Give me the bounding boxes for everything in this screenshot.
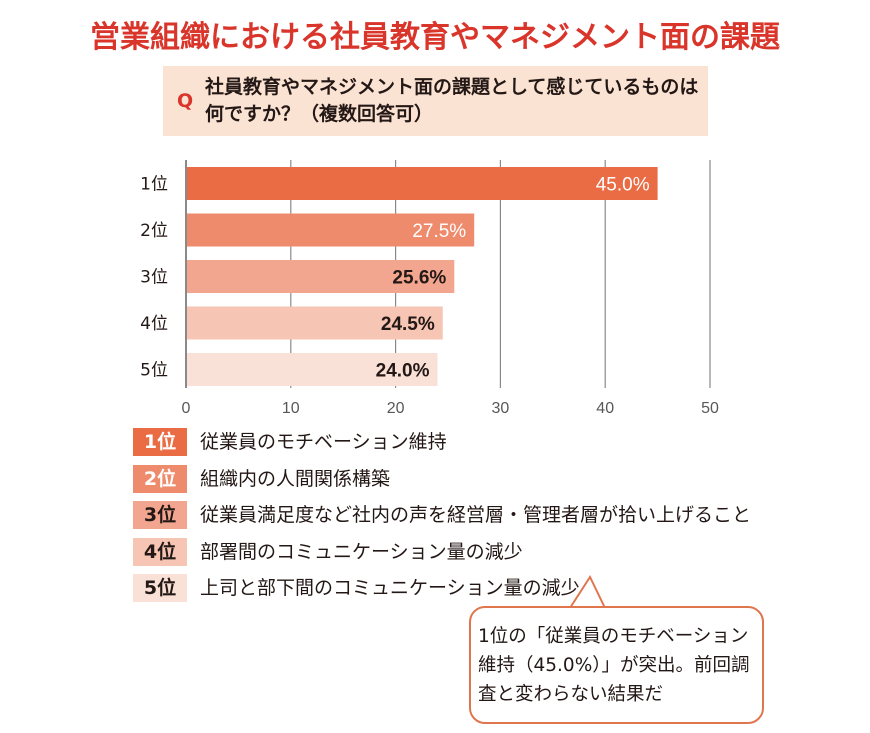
x-tick-label: 0 bbox=[182, 400, 191, 417]
rank-badge: 4位 bbox=[133, 537, 187, 566]
callout-text: 1位の「従業員のモチベーション 維持（45.0%）」が突出。前回調 査と変わらな… bbox=[478, 622, 758, 709]
value-label: 24.0% bbox=[376, 361, 430, 382]
x-tick-label: 50 bbox=[701, 400, 719, 417]
question-box: Q 社員教育やマネジメント面の課題として感じているものは 何ですか？（複数回答可… bbox=[163, 66, 708, 136]
x-tick-label: 30 bbox=[492, 400, 510, 417]
rank-badge: 1位 bbox=[133, 428, 187, 456]
callout-bubble bbox=[469, 606, 764, 724]
x-tick-label: 10 bbox=[282, 400, 300, 417]
labels: 0 10 20 30 40 50 1位 45.0% 2位 27.5% 3位 25.6% 4位 24.5% 5… bbox=[140, 175, 719, 418]
category-label: 1位 bbox=[140, 175, 168, 195]
bar bbox=[187, 306, 443, 340]
bar-chart: 0 10 20 30 40 50 1位 45.0% 2位 27.5% 3位 25.6% 4位 24.5% 5… bbox=[140, 160, 719, 418]
rank-badge: 2位 bbox=[133, 464, 187, 493]
category-label: 5位 bbox=[140, 361, 168, 381]
category-label: 4位 bbox=[140, 314, 168, 334]
question-mark: Q bbox=[177, 90, 194, 112]
value-label: 45.0% bbox=[596, 175, 650, 196]
category-label: 2位 bbox=[140, 221, 168, 241]
legend-label: 従業員のモチベーション維持 bbox=[200, 431, 447, 453]
question-text: 社員教育やマネジメント面の課題として感じているものは 何ですか？（複数回答可） bbox=[205, 74, 698, 128]
value-label: 27.5% bbox=[412, 221, 466, 242]
callout-line-1: 1位の「従業員のモチベーション bbox=[478, 626, 749, 647]
legend-label: 組織内の人間関係構築 bbox=[200, 467, 391, 490]
bar bbox=[187, 260, 455, 293]
chart-title: 営業組織における社員教育やマネジメント面の課題 bbox=[90, 20, 780, 55]
value-label: 24.5% bbox=[381, 314, 435, 335]
bar bbox=[187, 213, 475, 247]
value-label: 25.6% bbox=[392, 268, 446, 289]
bars bbox=[187, 167, 658, 386]
question-line-1: 社員教育やマネジメント面の課題として感じているものは bbox=[205, 76, 699, 98]
legend-label: 従業員満足度など社内の声を経営層・管理者層が拾い上げること bbox=[200, 504, 752, 526]
bar bbox=[187, 353, 438, 386]
legend-label: 部署間のコミュニケーション量の減少 bbox=[200, 540, 523, 563]
callout-line-2: 維持（45.0%）」が突出。前回調 bbox=[478, 655, 750, 676]
category-label: 3位 bbox=[140, 268, 168, 288]
callout-line-3: 査と変わらない結果だ bbox=[478, 684, 664, 705]
legend-label: 上司と部下間のコミュニケーション量の減少 bbox=[200, 577, 580, 599]
x-tick-label: 20 bbox=[387, 400, 405, 417]
bar bbox=[187, 167, 658, 200]
callout-tail bbox=[569, 575, 606, 609]
rank-badge: 3位 bbox=[133, 501, 187, 529]
rank-badge: 5位 bbox=[133, 574, 187, 602]
question-line-2: 何ですか？（複数回答可） bbox=[205, 103, 434, 125]
x-tick-label: 40 bbox=[596, 400, 614, 417]
